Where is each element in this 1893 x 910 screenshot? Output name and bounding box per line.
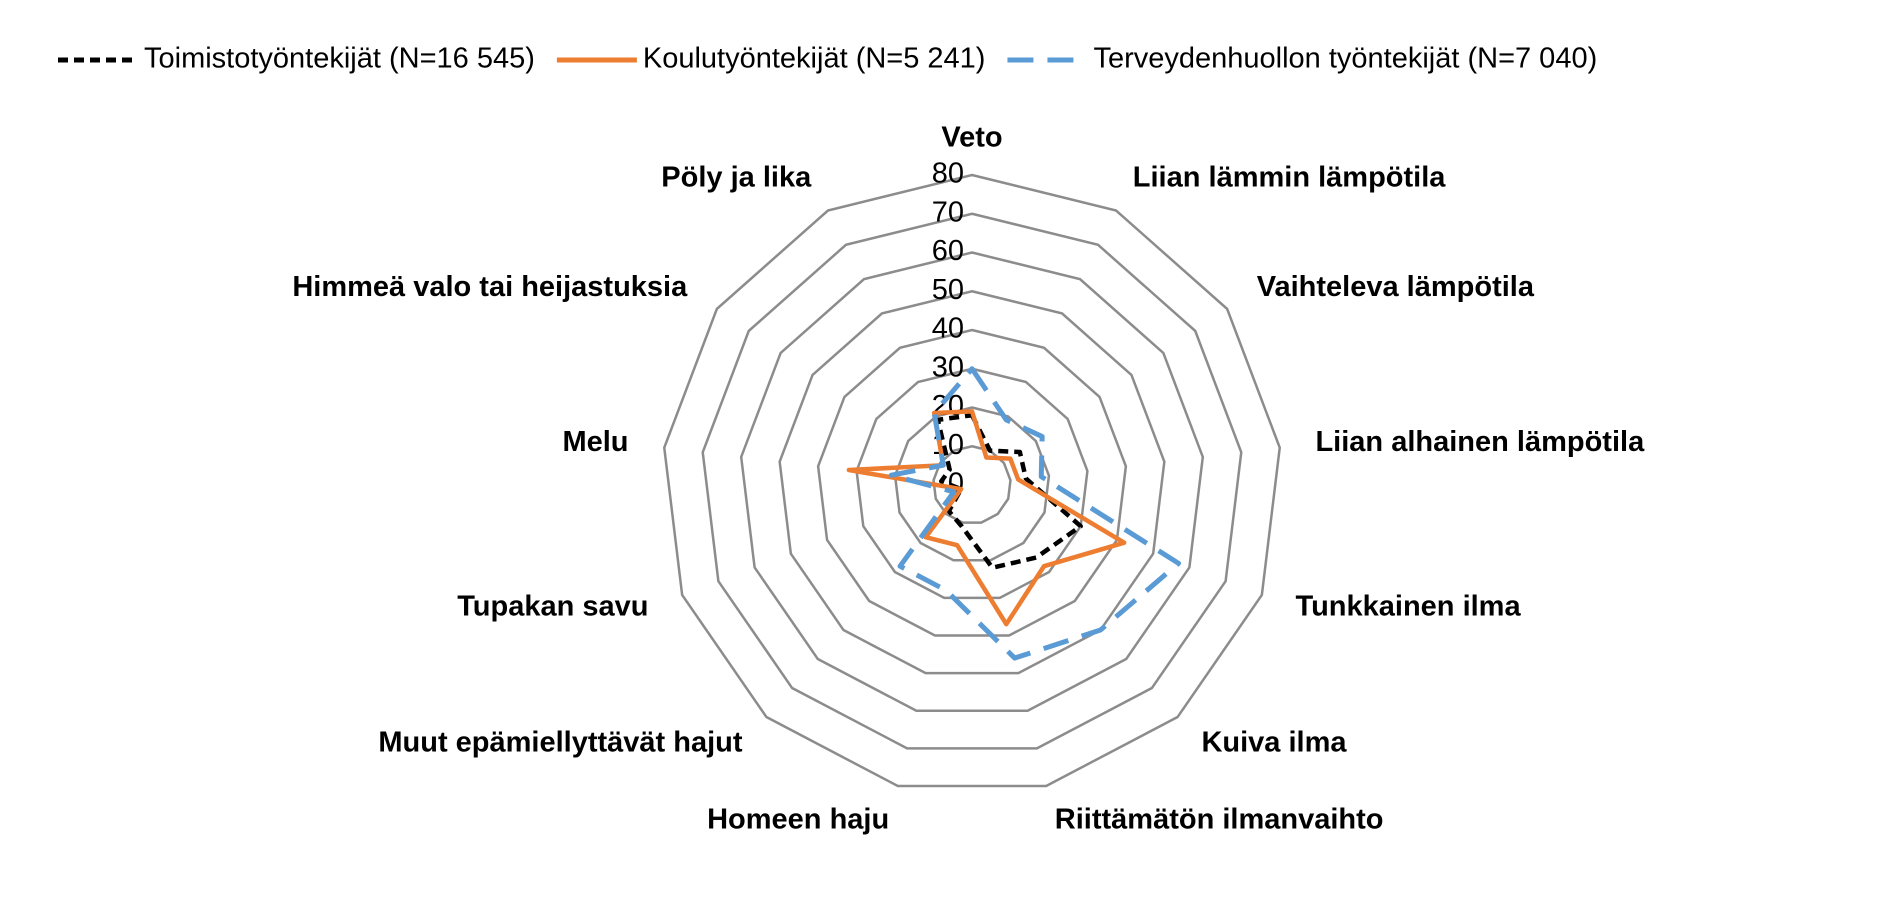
grid-ring [701, 212, 1243, 750]
grid-ring [855, 367, 1089, 600]
category-label: Pöly ja lika [661, 161, 812, 193]
grid-ring [778, 289, 1166, 675]
r-tick-label: 40 [932, 313, 964, 345]
series-line [935, 413, 1083, 571]
category-label: Homeen haju [707, 804, 889, 836]
series-line [846, 409, 1127, 627]
category-label: Liian alhainen lämpötila [1315, 426, 1645, 458]
category-label: Tupakan savu [457, 590, 648, 622]
category-label: Liian lämmin lämpötila [1133, 161, 1446, 193]
legend-label: Terveydenhuollon työntekijät (N=7 040) [1093, 43, 1597, 75]
r-tick-label: 80 [932, 158, 964, 190]
grid-ring [662, 173, 1282, 788]
grid-ring [739, 251, 1205, 712]
category-label: Himmeä valo tai heijastuksia [292, 271, 688, 303]
grid-ring [893, 406, 1051, 562]
category-label: Melu [562, 426, 628, 458]
r-tick-label: 60 [932, 235, 964, 267]
series-line [888, 366, 1182, 661]
r-tick-label: 70 [932, 196, 964, 228]
r-tick-label: 50 [932, 274, 964, 306]
legend-label: Koulutyöntekijät (N=5 241) [643, 43, 986, 75]
category-label: Riittämätön ilmanvaihto [1055, 804, 1384, 836]
category-label: Vaihteleva lämpötila [1257, 271, 1535, 303]
legend-label: Toimistotyöntekijät (N=16 545) [144, 43, 535, 75]
category-label: Tunkkainen ilma [1296, 590, 1522, 622]
category-label: Veto [941, 122, 1002, 154]
category-label: Kuiva ilma [1201, 727, 1347, 759]
grid-ring [816, 328, 1128, 637]
category-label: Muut epämiellyttävät hajut [378, 727, 743, 759]
r-tick-label: 30 [932, 351, 964, 383]
